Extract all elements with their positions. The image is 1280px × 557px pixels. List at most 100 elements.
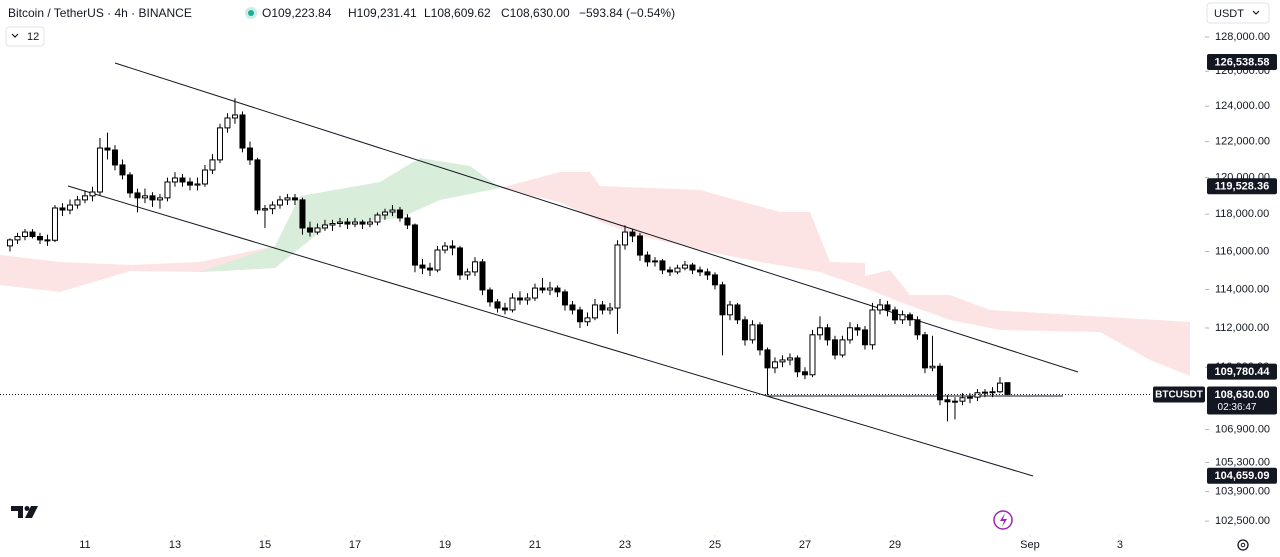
candle-body	[381, 211, 388, 216]
candle-body	[299, 199, 306, 229]
candle-body	[966, 396, 973, 399]
bolt	[1000, 513, 1007, 527]
ohlc-close: C108,630.00	[501, 6, 570, 20]
candle-body	[509, 297, 516, 311]
candle-body	[51, 207, 58, 241]
candle-body	[659, 260, 666, 271]
candle-body	[696, 269, 703, 273]
y-tick-label: 122,000.00	[1215, 136, 1270, 148]
x-tick-label: 21	[529, 539, 541, 551]
candle-body	[674, 267, 681, 273]
candle-body	[891, 309, 898, 321]
candle-body	[689, 264, 696, 271]
price-label: 109,780.44	[1214, 366, 1270, 378]
candle-body	[179, 177, 186, 183]
candle-body	[801, 371, 808, 376]
x-tick-label: 29	[889, 539, 901, 551]
candle-body	[404, 217, 411, 226]
candle-body	[254, 159, 261, 211]
x-tick-label: 3	[1117, 539, 1123, 551]
candle-body	[614, 244, 621, 309]
candle-body	[591, 304, 598, 319]
candle-body	[21, 231, 28, 238]
chevron	[1252, 10, 1260, 15]
settings-icon[interactable]	[1237, 539, 1249, 551]
indicator-count: 12	[27, 31, 39, 43]
channel-lower	[67, 185, 1034, 477]
candle-body	[816, 327, 823, 336]
candle-body	[351, 221, 358, 225]
y-tick-label: 112,000.00	[1215, 322, 1269, 334]
candle-body	[576, 309, 583, 323]
candle-body	[621, 231, 628, 246]
candle-body	[471, 261, 478, 273]
candle-body	[419, 264, 426, 269]
currency-select[interactable]	[1206, 2, 1270, 24]
candle-body	[201, 169, 208, 185]
candle-body	[59, 207, 66, 211]
y-tick-label: 128,000.00	[1215, 31, 1270, 43]
candle-body	[426, 267, 433, 271]
candle-body	[516, 297, 523, 301]
settings-icon-core	[1240, 542, 1246, 548]
candle-body	[929, 365, 936, 369]
candle-body	[756, 324, 763, 351]
candle-body	[831, 339, 838, 356]
cloud-bearish	[0, 246, 275, 292]
candle-body	[809, 334, 816, 376]
candle-body	[284, 197, 291, 201]
candle-body	[36, 236, 43, 241]
candle-body	[209, 159, 216, 171]
indicators-toggle[interactable]	[5, 26, 45, 47]
channel-upper	[114, 62, 1079, 373]
candle-body	[389, 209, 396, 213]
x-tick-label: 13	[169, 539, 181, 551]
candle-body	[231, 114, 238, 119]
candle-body	[726, 304, 733, 316]
candle-body	[606, 307, 613, 311]
ohlc-open: O109,223.84	[262, 6, 332, 20]
candle-body	[464, 271, 471, 276]
price-label-box	[1207, 363, 1277, 380]
current-price-label: 108,630.00	[1214, 389, 1269, 401]
candle-body	[81, 195, 88, 201]
candle-body	[239, 114, 246, 149]
ohlc-change: −593.84 (−0.54%)	[579, 6, 675, 20]
x-tick-label: 15	[259, 539, 271, 551]
price-label-box	[1207, 178, 1277, 195]
y-tick-label: 106,900.00	[1215, 423, 1270, 435]
y-tick-label: 124,000.00	[1215, 100, 1270, 112]
candle-body	[996, 382, 1003, 393]
candle-body	[411, 224, 418, 266]
candle-body	[666, 269, 673, 273]
candle-body	[584, 317, 591, 323]
candle-body	[276, 199, 283, 206]
symbol-label: BTCUSDT	[1155, 390, 1203, 401]
y-tick-label: 105,300.00	[1215, 456, 1270, 468]
candle-body	[306, 227, 313, 233]
candle-body	[554, 287, 561, 293]
candle-body	[644, 254, 651, 263]
candle-body	[111, 149, 118, 166]
candle-body	[314, 227, 321, 233]
candle-body	[134, 192, 141, 199]
candle-body	[366, 221, 373, 225]
x-tick-label: 17	[349, 539, 361, 551]
chevron	[11, 33, 19, 38]
cloud-bullish	[200, 158, 500, 272]
currency-label: USDT	[1214, 8, 1244, 20]
candle-body	[839, 339, 846, 356]
candle-body	[14, 236, 21, 241]
y-tick-label: 102,500.00	[1215, 515, 1270, 527]
x-tick-label: 23	[619, 539, 631, 551]
candle-body	[44, 239, 51, 242]
price-label-box	[1207, 467, 1277, 484]
candle-body	[636, 235, 643, 256]
candle-body	[974, 392, 981, 398]
candle-body	[194, 183, 201, 186]
price-label-box	[1207, 53, 1277, 70]
candle-body	[261, 208, 268, 211]
candle-body	[899, 314, 906, 321]
candle-body	[981, 391, 988, 394]
